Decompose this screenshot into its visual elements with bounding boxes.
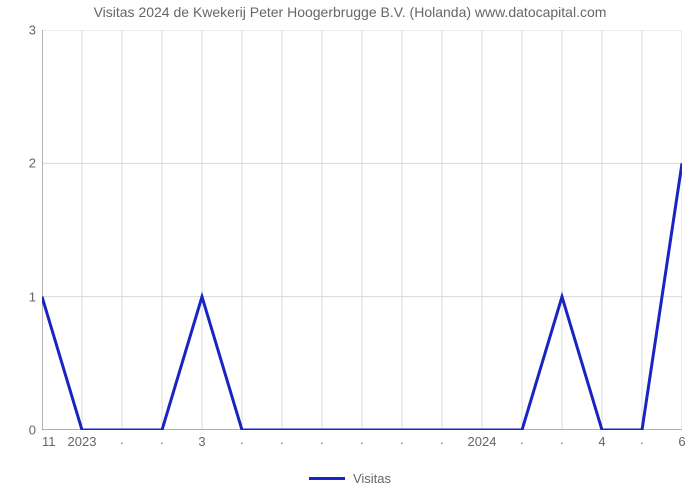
plot-svg [42, 30, 682, 430]
xtick-minor: . [400, 432, 404, 447]
xtick-minor: . [160, 432, 164, 447]
xtick-label: 3 [198, 434, 205, 449]
xtick-minor: . [240, 432, 244, 447]
plot-area [42, 30, 682, 430]
xtick-minor: . [560, 432, 564, 447]
ytick-label: 0 [18, 423, 36, 438]
xtick-label: 2023 [68, 434, 97, 449]
xtick-minor: . [520, 432, 524, 447]
xtick-minor: . [120, 432, 124, 447]
legend-label: Visitas [353, 471, 391, 486]
chart-title: Visitas 2024 de Kwekerij Peter Hoogerbru… [0, 4, 700, 20]
xtick-minor: . [320, 432, 324, 447]
ytick-label: 1 [18, 289, 36, 304]
xtick-minor: . [360, 432, 364, 447]
xtick-minor: . [440, 432, 444, 447]
xtick-label: 6 [678, 434, 685, 449]
xtick-label: 2024 [468, 434, 497, 449]
xtick-label: 11 [42, 434, 56, 449]
xtick-label: 4 [598, 434, 605, 449]
line-chart: Visitas 2024 de Kwekerij Peter Hoogerbru… [0, 0, 700, 500]
ytick-label: 2 [18, 156, 36, 171]
legend: Visitas [0, 470, 700, 486]
xtick-minor: . [280, 432, 284, 447]
xtick-minor: . [640, 432, 644, 447]
legend-swatch [309, 477, 345, 480]
ytick-label: 3 [18, 23, 36, 38]
